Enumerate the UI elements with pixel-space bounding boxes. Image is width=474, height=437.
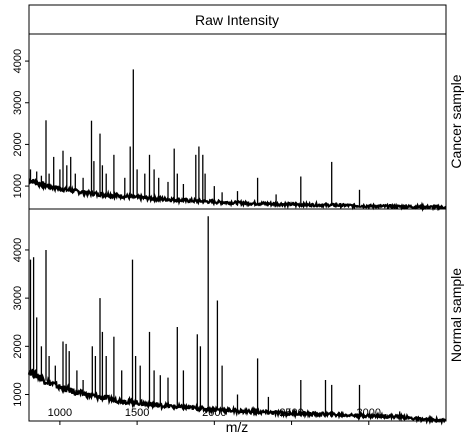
y-tick-label: 2000 <box>12 334 24 358</box>
x-axis-title: m/z <box>226 419 249 435</box>
plot-frame <box>28 4 447 422</box>
x-tick-label: 2000 <box>202 407 226 419</box>
x-tick-label: 1500 <box>125 407 149 419</box>
panel-strip-label: Normal sample <box>448 268 464 362</box>
chart-title: Raw Intensity <box>195 12 279 28</box>
panel-strip-label: Cancer sample <box>448 74 464 168</box>
y-tick-label: 4000 <box>12 238 24 262</box>
panels-layer: 1000 2000 3000 4000 Cancer sample 1000 2000 300… <box>12 49 464 426</box>
x-tick-label: 1000 <box>48 407 72 419</box>
x-tick-label: 3000 <box>357 407 381 419</box>
x-tick-label: 2500 <box>279 407 303 419</box>
spectrum-baseline-line <box>28 177 447 212</box>
y-tick-label: 3000 <box>12 91 24 115</box>
y-tick-label: 1000 <box>12 382 24 406</box>
y-tick-label: 2000 <box>12 132 24 156</box>
y-tick-label: 3000 <box>12 286 24 310</box>
y-tick-label: 4000 <box>12 49 24 73</box>
x-axis: 1000 1500 2000 2500 3000 <box>48 407 381 425</box>
panel-cancer: 1000 2000 3000 4000 Cancer sample <box>12 49 464 212</box>
y-tick-label: 1000 <box>12 174 24 198</box>
panel-normal: 1000 2000 3000 4000 Normal sample <box>12 216 464 426</box>
